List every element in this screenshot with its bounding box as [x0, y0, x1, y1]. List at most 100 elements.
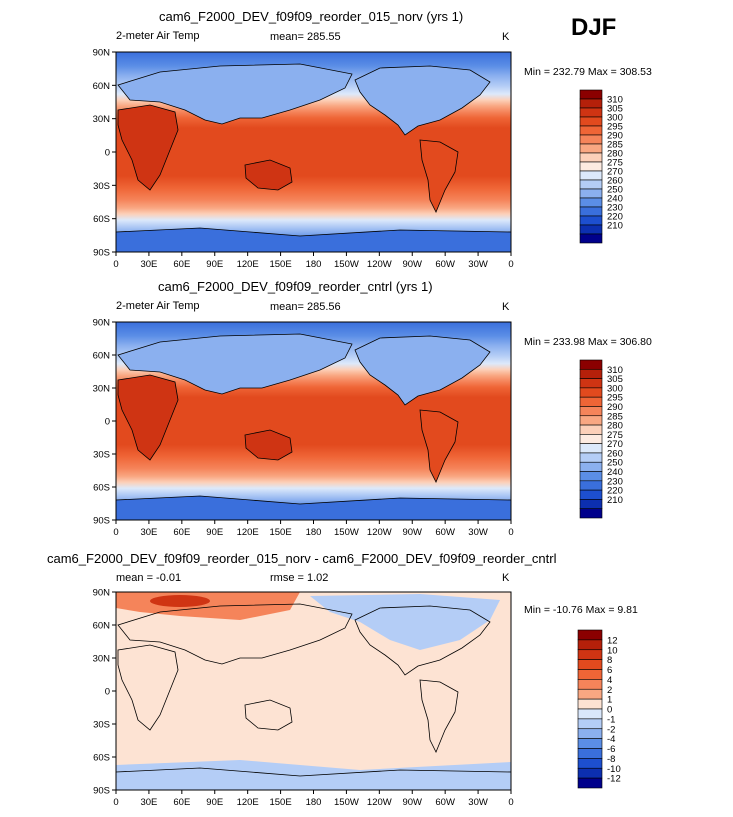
panel1-mean-label: mean= 285.55 — [270, 31, 341, 43]
panel3-units-label: K — [502, 572, 510, 584]
lon-tick-label: 30W — [468, 527, 488, 538]
diff-colorbar-swatch — [577, 629, 603, 641]
lat-tick-label: 60S — [93, 483, 110, 494]
temp-colorbar-1-label: 295 — [607, 122, 623, 133]
panel2-africa — [117, 374, 179, 461]
lon-tick-label: 30E — [140, 259, 157, 270]
lon-tick-label: 150E — [269, 527, 291, 538]
temp-colorbar-2-swatch — [579, 415, 603, 426]
temp-colorbar-2-swatch — [579, 406, 603, 417]
temp-colorbar-1-swatch — [579, 170, 603, 181]
temp-colorbar-2-label: 260 — [607, 448, 623, 459]
diff-colorbar-label: -4 — [607, 734, 615, 745]
colorbars: 3103053002952902852802752702602502402302… — [577, 89, 623, 789]
temp-colorbar-1-swatch — [579, 197, 603, 208]
temp-colorbar-2-swatch — [579, 499, 603, 510]
lon-tick-label: 150E — [269, 797, 291, 808]
temp-colorbar-1-label: 285 — [607, 140, 623, 151]
diff-colorbar-label: 2 — [607, 685, 612, 696]
lat-tick-label: 90S — [93, 248, 110, 259]
temp-colorbar-2-swatch — [579, 443, 603, 454]
lat-tick-label: 60N — [93, 621, 111, 632]
diff-colorbar-label: 4 — [607, 675, 612, 686]
temp-colorbar-1-swatch — [579, 89, 603, 100]
panel2-mean-label: mean= 285.56 — [270, 301, 341, 313]
season-label: DJF — [571, 14, 617, 41]
lon-tick-label: 120E — [237, 797, 259, 808]
temp-colorbar-1-label: 260 — [607, 176, 623, 187]
panel2-land — [116, 333, 511, 520]
temp-colorbar-2-label: 280 — [607, 421, 623, 432]
temp-colorbar-1-swatch — [579, 134, 603, 145]
lon-tick-label: 180 — [306, 797, 322, 808]
lon-tick-label: 60E — [173, 527, 190, 538]
panel1-africa — [117, 104, 179, 191]
temp-colorbar-2-swatch — [579, 396, 603, 407]
panel1-north-america — [354, 65, 491, 136]
panel3-north-america-outline — [354, 605, 491, 676]
diff-colorbar-label: 12 — [607, 635, 618, 646]
temp-colorbar-1-label: 310 — [607, 95, 623, 106]
panel2-variable-label: 2-meter Air Temp — [116, 300, 200, 312]
temp-colorbar-1-label: 270 — [607, 167, 623, 178]
panel3-minmax: Min = -10.76 Max = 9.81 — [524, 604, 638, 616]
temp-colorbar-2-swatch — [579, 489, 603, 500]
diff-colorbar-swatch — [577, 708, 603, 720]
lat-tick-label: 60N — [93, 81, 111, 92]
panel2-map — [115, 321, 512, 521]
lon-tick-label: 0 — [508, 527, 513, 538]
temp-colorbar-1-swatch — [579, 152, 603, 163]
lon-tick-label: 0 — [113, 259, 118, 270]
lon-tick-label: 60E — [173, 797, 190, 808]
diff-colorbar-swatch — [577, 767, 603, 779]
temp-colorbar-2-label: 290 — [607, 402, 623, 413]
diff-colorbar-swatch — [577, 659, 603, 670]
panel1-south-america — [419, 139, 459, 213]
temp-colorbar-2-label: 275 — [607, 430, 623, 441]
lat-tick-label: 30N — [93, 384, 111, 395]
diff-colorbar-swatch — [577, 728, 603, 739]
temp-colorbar-2-swatch — [579, 434, 603, 444]
diff-colorbar-swatch — [577, 698, 603, 710]
lat-tick-label: 90S — [93, 516, 110, 527]
temp-colorbar-2-label: 305 — [607, 374, 623, 385]
panel1-land — [116, 63, 511, 252]
diff-colorbar-swatch — [577, 718, 603, 730]
panel3-map — [115, 591, 512, 791]
lat-tick-label: 60N — [93, 351, 111, 362]
panel2-antarctica — [116, 495, 511, 520]
temp-colorbar-2-swatch — [579, 480, 603, 491]
diff-colorbar-label: -10 — [607, 764, 621, 775]
lon-tick-label: 120W — [367, 259, 392, 270]
lon-tick-label: 150W — [334, 797, 359, 808]
lat-tick-label: 90S — [93, 786, 110, 797]
lon-tick-label: 90E — [206, 797, 223, 808]
panel2-units-label: K — [502, 301, 510, 313]
panel3-title: cam6_F2000_DEV_f09f09_reorder_015_norv -… — [47, 551, 557, 566]
lat-tick-label: 60S — [93, 214, 110, 225]
temp-colorbar-1-swatch — [579, 116, 603, 127]
panel3-africa-outline — [117, 644, 179, 731]
lon-tick-label: 150W — [334, 527, 359, 538]
lon-tick-label: 180 — [306, 259, 322, 270]
lat-tick-label: 30S — [93, 181, 110, 192]
lat-tick-label: 30N — [93, 654, 111, 665]
lon-tick-label: 180 — [306, 527, 322, 538]
lat-tick-label: 0 — [105, 417, 110, 428]
diff-colorbar-swatch — [577, 738, 603, 749]
temp-colorbar-2-label: 220 — [607, 486, 623, 497]
panel1-variable-label: 2-meter Air Temp — [116, 30, 200, 42]
temp-colorbar-1-swatch — [579, 224, 603, 235]
temp-colorbar-1-swatch — [579, 161, 603, 172]
diff-colorbar-swatch — [577, 758, 603, 769]
temp-colorbar-2-label: 270 — [607, 439, 623, 450]
temp-colorbar-1-swatch — [579, 98, 603, 109]
diff-colorbar-swatch — [577, 679, 603, 690]
temp-colorbar-2-swatch — [579, 424, 603, 435]
temp-colorbar-2-label: 240 — [607, 467, 623, 478]
temp-colorbar-1-label: 290 — [607, 131, 623, 142]
diff-colorbar-label: 0 — [607, 705, 612, 716]
lat-tick-label: 30N — [93, 114, 111, 125]
lon-tick-label: 60E — [173, 259, 190, 270]
